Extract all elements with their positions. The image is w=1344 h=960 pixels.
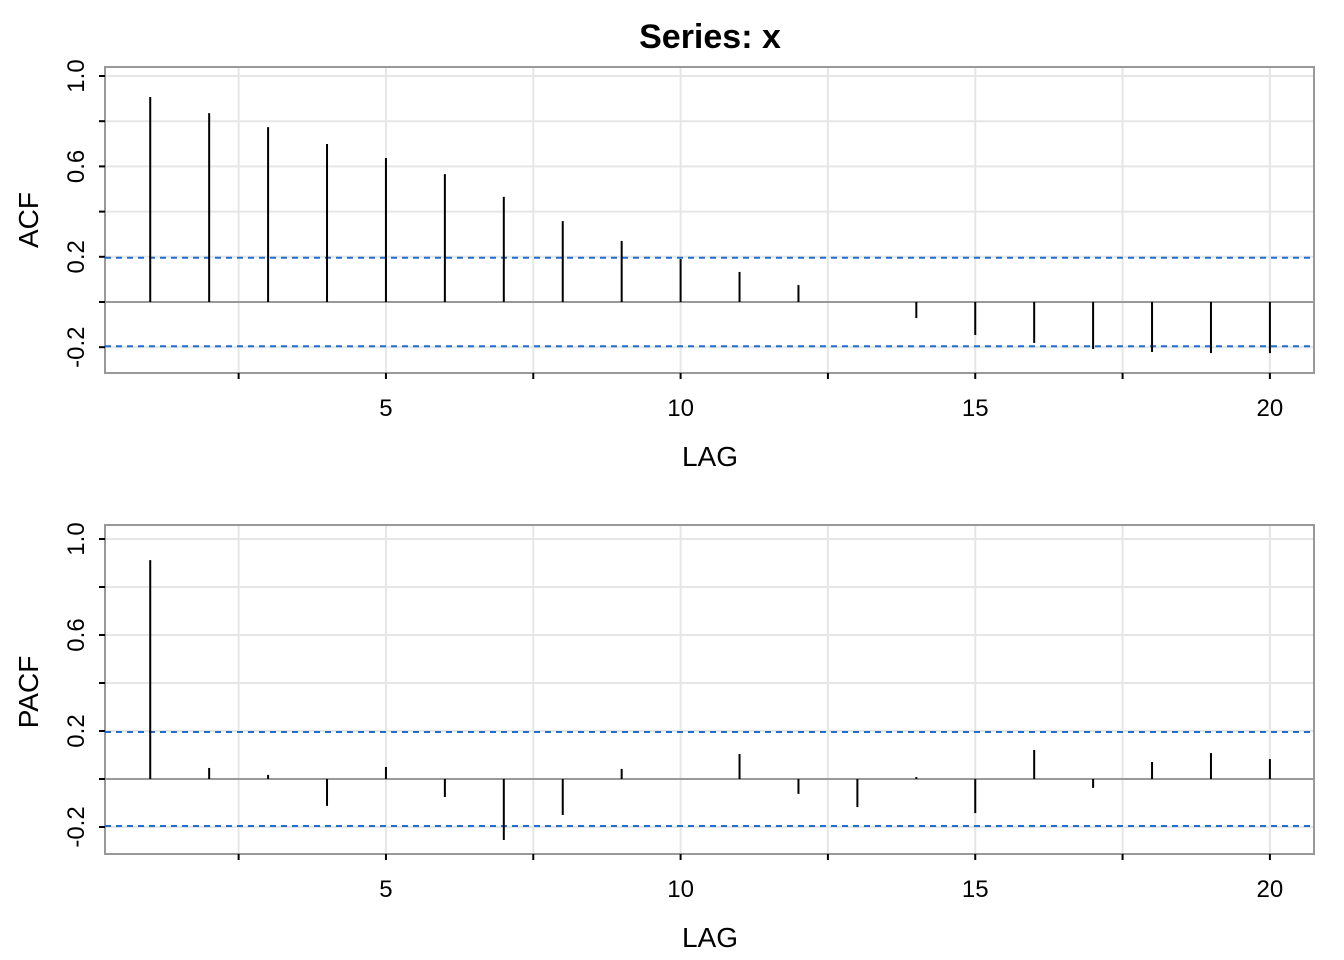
x-tick-label: 10 bbox=[667, 876, 694, 903]
y-tick-label: 0.6 bbox=[63, 618, 90, 651]
y-axis-label: ACF bbox=[13, 192, 44, 248]
x-tick-label: 5 bbox=[379, 395, 392, 422]
x-tick-label: 15 bbox=[962, 876, 989, 903]
chart-title: Series: x bbox=[639, 18, 781, 56]
x-tick-label: 10 bbox=[667, 395, 694, 422]
x-tick-label: 20 bbox=[1257, 876, 1284, 903]
plot-frame bbox=[104, 66, 1315, 374]
x-axis-label: LAG bbox=[682, 441, 738, 472]
acf-panel: -0.2 0.2 0.6 1.0 5 10 15 20 LAG ACF bbox=[13, 59, 1315, 472]
y-axis-label: PACF bbox=[13, 656, 44, 729]
y-tick-label: 1.0 bbox=[63, 522, 90, 555]
y-tick-label: 0.2 bbox=[63, 240, 90, 273]
y-tick-label: 0.2 bbox=[63, 714, 90, 747]
pacf-panel: -0.2 0.2 0.6 1.0 5 10 15 20 LAG PACF bbox=[13, 522, 1315, 953]
x-axis-label: LAG bbox=[682, 922, 738, 953]
x-tick-label: 20 bbox=[1257, 395, 1284, 422]
y-tick-label: 0.6 bbox=[63, 150, 90, 183]
y-tick-label: -0.2 bbox=[63, 327, 90, 368]
x-tick-label: 15 bbox=[962, 395, 989, 422]
y-tick-label: 1.0 bbox=[63, 59, 90, 92]
plot-frame bbox=[104, 524, 1315, 855]
y-tick-label: -0.2 bbox=[63, 806, 90, 847]
x-tick-label: 5 bbox=[379, 876, 392, 903]
